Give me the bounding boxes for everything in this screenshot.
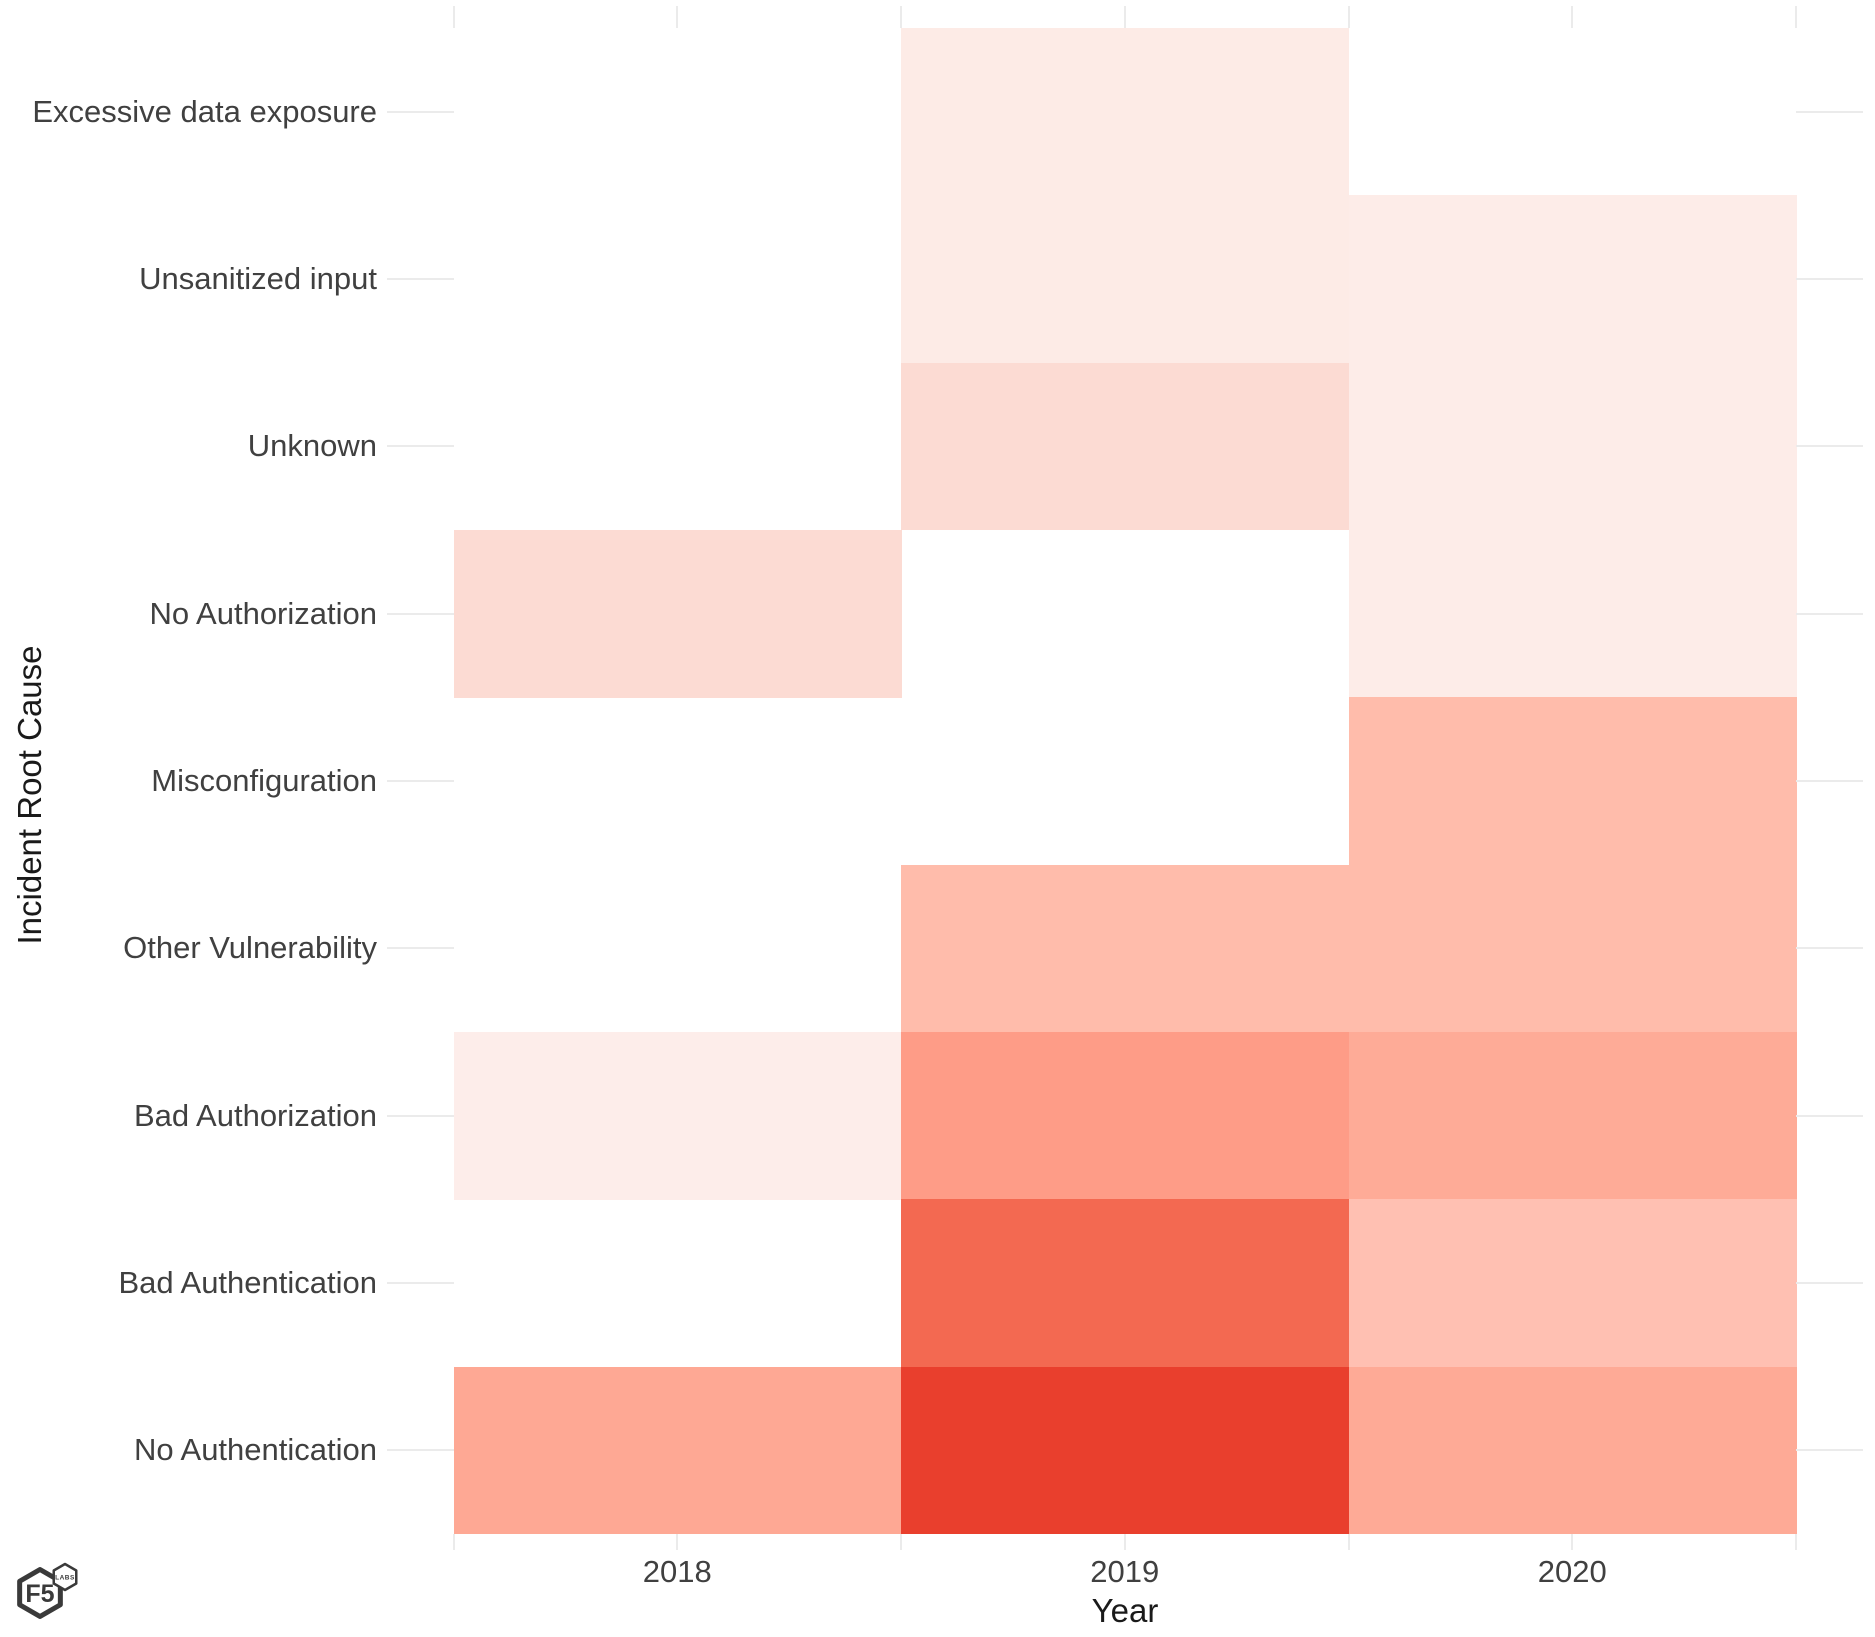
y-axis-tick-label: Excessive data exposure xyxy=(32,93,377,129)
x-axis-title: Year xyxy=(1091,1592,1159,1629)
y-tick-mark-right xyxy=(1796,612,1863,615)
y-tick-mark-left xyxy=(387,947,454,950)
gridline-dash-top xyxy=(452,6,455,28)
heatmap-cell xyxy=(1348,697,1797,866)
y-tick-mark-right xyxy=(1796,779,1863,782)
y-tick-mark-left xyxy=(387,612,454,615)
y-axis-tick-label: Bad Authentication xyxy=(118,1264,377,1300)
y-axis-tick-label: Other Vulnerability xyxy=(123,930,377,966)
heatmap-cell xyxy=(901,28,1349,196)
y-axis-tick-label: No Authorization xyxy=(149,595,377,631)
heatmap-cell xyxy=(1348,1366,1797,1535)
y-axis-tick-label: Misconfiguration xyxy=(151,762,377,798)
heatmap-cell xyxy=(1348,864,1797,1033)
x-axis-tick-label: 2020 xyxy=(1537,1554,1607,1589)
gridline-dash-bottom xyxy=(452,1534,455,1550)
heatmap-cell xyxy=(453,1031,902,1200)
heatmap-cell xyxy=(901,362,1349,531)
y-tick-mark-left xyxy=(387,1114,454,1117)
y-tick-mark-left xyxy=(387,110,454,113)
heatmap-cell xyxy=(1348,1031,1797,1200)
gridline-dash-bottom xyxy=(1571,1534,1574,1550)
y-tick-mark-right xyxy=(1796,1114,1863,1117)
heatmap-cell xyxy=(901,195,1349,364)
logo-f5-text: F5 xyxy=(25,1580,54,1608)
gridline-dash-bottom xyxy=(1795,1534,1797,1550)
heatmap-cell xyxy=(1348,1199,1797,1368)
y-tick-mark-right xyxy=(1796,1449,1863,1452)
y-tick-mark-right xyxy=(1796,1281,1863,1284)
x-axis-tick-label: 2018 xyxy=(642,1554,712,1589)
gridline-dash-bottom xyxy=(1123,1534,1126,1550)
gridline-dash-top xyxy=(676,6,679,28)
heatmap-cell xyxy=(901,864,1349,1033)
heatmap-cell xyxy=(901,1366,1349,1535)
y-tick-mark-left xyxy=(387,445,454,448)
heatmap-cell xyxy=(901,1031,1349,1200)
y-tick-mark-left xyxy=(387,1449,454,1452)
gridline-dash-top xyxy=(1795,6,1797,28)
gridline-dash-top xyxy=(1571,6,1574,28)
y-axis-tick-label: Bad Authorization xyxy=(133,1097,377,1133)
y-axis-tick-label: No Authentication xyxy=(133,1432,377,1468)
y-tick-mark-left xyxy=(387,779,454,782)
y-tick-mark-right xyxy=(1796,110,1863,113)
heatmap-cell xyxy=(453,1366,902,1535)
x-axis-tick-label: 2019 xyxy=(1090,1554,1160,1589)
gridline-dash-bottom xyxy=(676,1534,679,1550)
gridline-dash-bottom xyxy=(900,1534,902,1550)
y-tick-mark-right xyxy=(1796,947,1863,950)
heatmap-cell xyxy=(1348,195,1797,364)
y-tick-mark-left xyxy=(387,277,454,280)
gridline-dash-top xyxy=(1347,6,1350,28)
y-tick-mark-right xyxy=(1796,277,1863,280)
y-tick-mark-right xyxy=(1796,445,1863,448)
y-axis-tick-label: Unknown xyxy=(247,428,377,464)
y-tick-mark-left xyxy=(387,1281,454,1284)
logo-labs-text: LABS xyxy=(55,1575,75,1582)
heatmap-cell xyxy=(1348,529,1797,698)
heatmap-cell xyxy=(1348,362,1797,531)
heatmap-cell xyxy=(453,529,902,698)
gridline-dash-top xyxy=(1123,6,1126,28)
heatmap-cell xyxy=(901,1199,1349,1368)
gridline-dash-top xyxy=(900,6,902,28)
f5-labs-logo: F5 LABS xyxy=(17,1562,78,1619)
gridline-dash-bottom xyxy=(1347,1534,1350,1550)
y-axis-tick-label: Unsanitized input xyxy=(139,260,377,296)
logo-labs-hexagon xyxy=(52,1562,78,1592)
